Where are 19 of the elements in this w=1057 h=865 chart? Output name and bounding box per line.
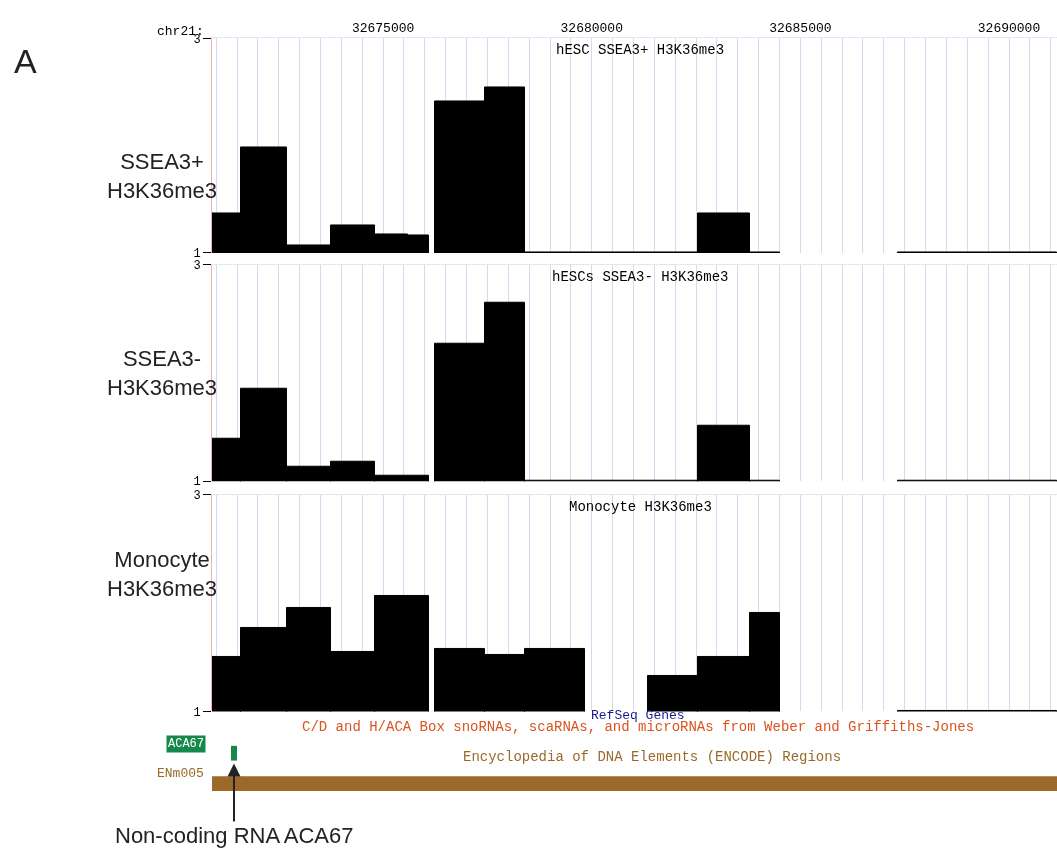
- chart-title: hESC SSEA3+ H3K36me3: [556, 42, 725, 58]
- x-tick-label: 32675000: [351, 21, 415, 37]
- x-tick-label: 32690000: [977, 21, 1041, 37]
- y-axis-title: SSEA3- H3K36me3: [107, 346, 218, 400]
- y-tick-label: 3: [193, 258, 201, 273]
- text: Encyclopedia of DNA Elements (ENCODE) Regions: [463, 749, 842, 765]
- chart-title: hESCs SSEA3- H3K36me3: [552, 269, 729, 285]
- x-tick-label: 32680000: [560, 21, 623, 37]
- x-tick-label: 32685000: [769, 21, 832, 37]
- text: ENm005: [157, 766, 204, 781]
- y-axis-title: Monocyte H3K36me3: [107, 547, 218, 601]
- text: A: [14, 42, 37, 80]
- y-tick-label: 1: [193, 475, 201, 490]
- y-tick-label: 3: [193, 489, 201, 504]
- y-tick-label: 1: [193, 705, 201, 720]
- chart-title: Monocyte H3K36me3: [569, 499, 712, 515]
- text: ACA67: [168, 737, 205, 751]
- y-axis-title: SSEA3+ H3K36me3: [107, 149, 218, 203]
- text: Non-coding RNA ACA67: [115, 823, 354, 848]
